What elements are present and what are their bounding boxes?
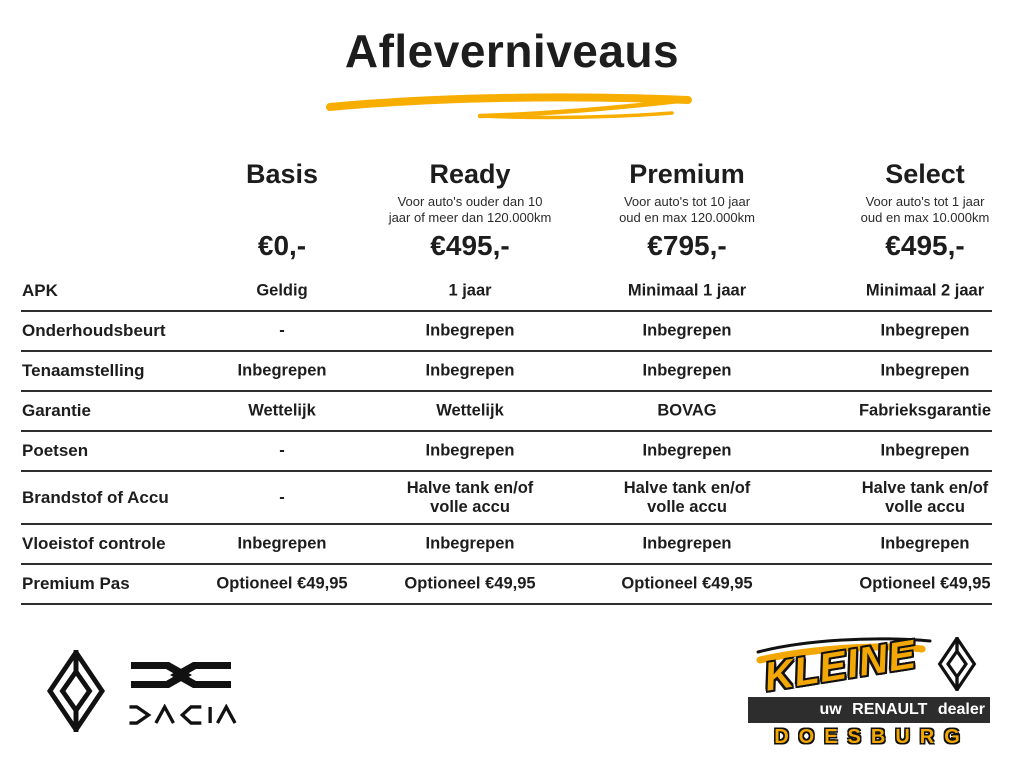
comparison-table: APK Geldig 1 jaar Minimaal 1 jaar Minima… xyxy=(21,272,992,605)
cell-premium: Optioneel €49,95 xyxy=(621,574,753,593)
cell-select: Inbegrepen xyxy=(880,441,970,460)
row-label: Brandstof of Accu xyxy=(22,487,169,507)
plan-subtitle-line1: Voor auto's tot 10 jaar xyxy=(623,194,751,209)
dealer-tagline: uw RENAULT dealer xyxy=(819,701,986,718)
plan-subtitle: Voor auto's tot 1 jaar oud en max 10.000… xyxy=(775,194,1024,228)
plan-price: €495,- xyxy=(430,230,510,261)
plan-subtitle-line1: Voor auto's tot 1 jaar xyxy=(865,194,985,209)
table-row-tenaamstelling: Tenaamstelling Inbegrepen Inbegrepen Inb… xyxy=(21,352,992,392)
plan-price: €0,- xyxy=(257,230,307,261)
cell-ready: Inbegrepen xyxy=(425,534,515,553)
cell-premium: Halve tank en/of volle accu xyxy=(623,478,751,516)
dealer-swoosh-icon xyxy=(756,637,932,664)
plan-column-ready: Ready Voor auto's ouder dan 10 jaar of m… xyxy=(320,158,620,262)
plan-name: Basis xyxy=(245,159,319,189)
table-row-poetsen: Poetsen - Inbegrepen Inbegrepen Inbegrep… xyxy=(21,432,992,472)
table-row-premium-pas: Premium Pas Optioneel €49,95 Optioneel €… xyxy=(21,565,992,605)
cell-ready: Inbegrepen xyxy=(425,361,515,380)
plan-name: Premium xyxy=(629,159,745,189)
plan-subtitle-line2: oud en max 120.000km xyxy=(619,210,755,225)
cell-basis: - xyxy=(279,488,285,506)
dacia-link-emblem-icon xyxy=(131,662,231,688)
row-label: Poetsen xyxy=(22,441,89,460)
dealer-logo: uw RENAULT dealer KLEINE DOESBURG xyxy=(748,632,993,752)
plan-subtitle: Voor auto's ouder dan 10 jaar of meer da… xyxy=(320,194,620,228)
cell-select: Halve tank en/of volle accu xyxy=(861,478,989,516)
cell-premium: BOVAG xyxy=(657,401,717,420)
plan-subtitle-line1: Voor auto's ouder dan 10 xyxy=(397,194,543,209)
cell-ready: Wettelijk xyxy=(436,401,504,420)
table-row-onderhoudsbeurt: Onderhoudsbeurt - Inbegrepen Inbegrepen … xyxy=(21,312,992,352)
row-label: Tenaamstelling xyxy=(22,361,145,380)
cell-select: Inbegrepen xyxy=(880,534,970,553)
cell-select: Inbegrepen xyxy=(880,321,970,340)
cell-ready: 1 jaar xyxy=(448,281,492,300)
cell-basis: - xyxy=(279,441,285,460)
cell-premium: Minimaal 1 jaar xyxy=(627,281,747,300)
dacia-wordmark-icon xyxy=(129,704,237,725)
table-row-apk: APK Geldig 1 jaar Minimaal 1 jaar Minima… xyxy=(21,272,992,312)
plan-name: Ready xyxy=(429,159,511,189)
plan-price: €495,- xyxy=(885,230,965,261)
cell-premium: Inbegrepen xyxy=(642,534,732,553)
cell-premium: Inbegrepen xyxy=(642,441,732,460)
row-label: Onderhoudsbeurt xyxy=(22,321,166,340)
row-label: Garantie xyxy=(22,401,91,420)
cell-ready: Inbegrepen xyxy=(425,441,515,460)
cell-basis: Inbegrepen xyxy=(237,534,327,553)
plan-column-basis: Basis €0,- xyxy=(132,158,432,262)
plan-column-select: Select Voor auto's tot 1 jaar oud en max… xyxy=(775,158,1024,262)
cell-select: Minimaal 2 jaar xyxy=(865,281,985,300)
cell-ready: Optioneel €49,95 xyxy=(404,574,536,593)
cell-ready: Inbegrepen xyxy=(425,321,515,340)
cell-basis: Inbegrepen xyxy=(237,361,327,380)
table-row-vloeistof-controle: Vloeistof controle Inbegrepen Inbegrepen… xyxy=(21,525,992,565)
row-label: Premium Pas xyxy=(22,574,130,593)
plan-subtitle-line2: jaar of meer dan 120.000km xyxy=(388,210,552,225)
cell-ready: Halve tank en/of volle accu xyxy=(406,478,534,516)
table-row-brandstof-of-accu: Brandstof of Accu - Halve tank en/of vol… xyxy=(21,472,992,525)
plan-column-premium: Premium Voor auto's tot 10 jaar oud en m… xyxy=(537,158,837,262)
cell-select: Fabrieksgarantie xyxy=(858,401,992,420)
plan-subtitle-line2: oud en max 10.000km xyxy=(860,210,990,225)
table-row-garantie: Garantie Wettelijk Wettelijk BOVAG Fabri… xyxy=(21,392,992,432)
row-label: APK xyxy=(22,281,58,300)
plan-price: €795,- xyxy=(647,230,727,261)
cell-basis: - xyxy=(279,321,285,340)
renault-diamond-outline-logo-icon xyxy=(937,637,977,691)
cell-premium: Inbegrepen xyxy=(642,321,732,340)
cell-basis: Geldig xyxy=(256,281,308,300)
plan-subtitle: Voor auto's tot 10 jaar oud en max 120.0… xyxy=(537,194,837,228)
cell-select: Inbegrepen xyxy=(880,361,970,380)
row-label: Vloeistof controle xyxy=(22,534,166,553)
plan-name: Select xyxy=(885,159,965,189)
dealer-city: DOESBURG xyxy=(774,726,970,748)
dealer-bar: uw RENAULT dealer xyxy=(748,697,990,723)
cell-basis: Optioneel €49,95 xyxy=(216,574,348,593)
page-title: Afleverniveaus xyxy=(344,25,680,77)
cell-premium: Inbegrepen xyxy=(642,361,732,380)
renault-diamond-logo-icon xyxy=(47,650,105,732)
cell-basis: Wettelijk xyxy=(248,401,316,420)
cell-select: Optioneel €49,95 xyxy=(859,574,991,593)
title-underline-swoosh-icon xyxy=(326,93,692,120)
